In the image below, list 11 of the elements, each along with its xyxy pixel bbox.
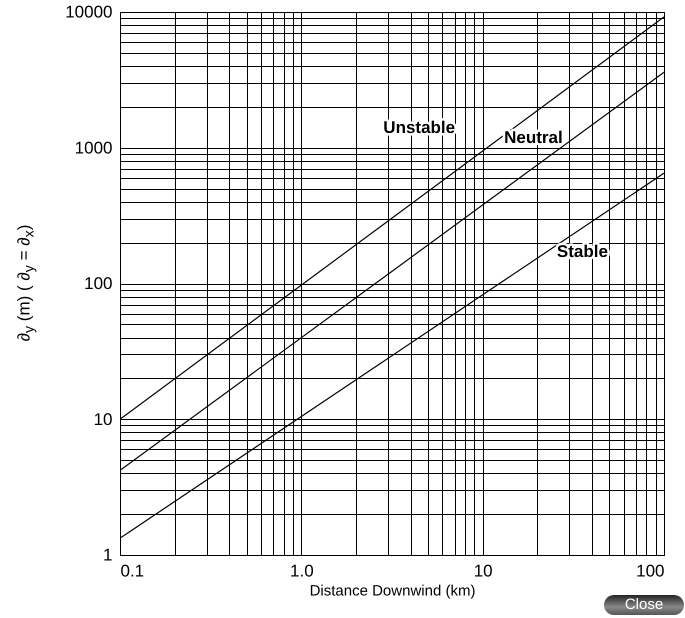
x-tick-label: 0.1: [120, 562, 144, 580]
y-tick-label: 100: [84, 274, 112, 293]
x-tick-label: 1.0: [290, 562, 314, 580]
close-button[interactable]: Close: [604, 595, 684, 615]
y-tick-label: 10000: [65, 2, 112, 22]
x-tick-label: 100: [636, 562, 664, 580]
x-axis-title: Distance Downwind (km): [310, 582, 476, 600]
y-tick-label: 1: [103, 546, 112, 564]
y-tick-label: 1000: [74, 138, 112, 158]
y-tick-label: 10: [94, 410, 112, 429]
x-tick-label: 10: [474, 562, 493, 580]
